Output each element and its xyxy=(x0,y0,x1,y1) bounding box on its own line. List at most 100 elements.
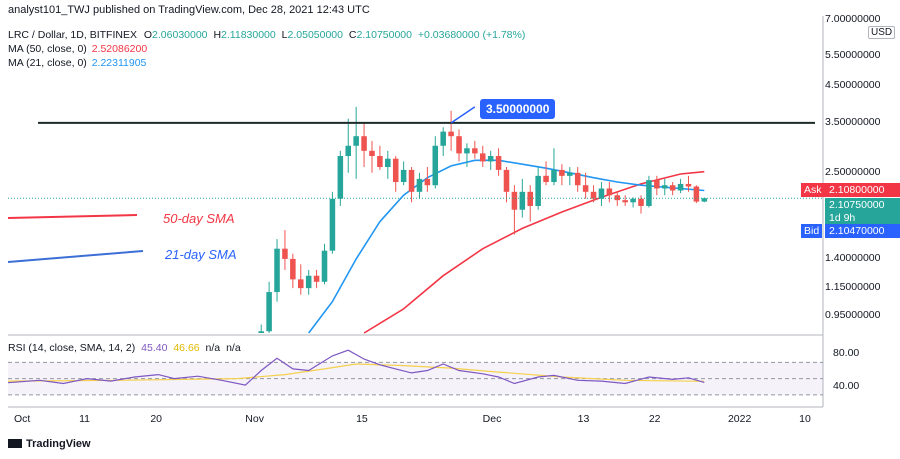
candle xyxy=(313,269,320,289)
candle-body xyxy=(511,191,518,210)
candle xyxy=(677,178,684,194)
close-label: C xyxy=(348,29,357,41)
candle-body xyxy=(535,175,541,206)
time-tick-label: 10 xyxy=(799,413,811,425)
candle xyxy=(432,136,439,189)
candle-body xyxy=(274,248,280,293)
candle xyxy=(337,150,344,206)
candle-body xyxy=(456,136,462,154)
candle-body xyxy=(448,131,454,137)
ma21-legend[interactable]: MA (21, close, 0) 2.22311905 xyxy=(8,57,146,69)
candle xyxy=(487,150,494,170)
tradingview-logo[interactable]: TradingView xyxy=(8,438,91,450)
candle-body xyxy=(598,188,605,199)
candle xyxy=(622,195,628,206)
sma21-annotation: 21-day SMA xyxy=(165,247,237,262)
candle xyxy=(630,197,636,208)
candle xyxy=(527,185,534,222)
candle xyxy=(472,140,478,159)
candle-body xyxy=(416,178,423,192)
candle xyxy=(479,145,486,168)
change-value: +0.03680000 (+1.78%) xyxy=(417,29,526,41)
candle-body xyxy=(337,156,344,199)
bid-value: 2.10470000 xyxy=(829,225,885,237)
candle xyxy=(258,324,264,333)
candle-body xyxy=(440,131,446,146)
candle-body xyxy=(266,292,272,332)
ask-tag: Ask 2.10800000 xyxy=(801,183,900,197)
tradingview-logo-icon xyxy=(8,439,22,448)
candle-body xyxy=(646,180,652,206)
low-value: 2.05050000 xyxy=(287,29,343,41)
time-tick-label: 20 xyxy=(150,413,163,425)
ask-value: 2.10800000 xyxy=(829,184,885,196)
candle-body xyxy=(464,148,470,154)
rsi-legend[interactable]: RSI (14, close, SMA, 14, 2) 45.40 46.66 … xyxy=(8,342,241,354)
candle-body xyxy=(590,191,597,199)
candle xyxy=(456,129,462,162)
price-tick-label: 0.95000000 xyxy=(825,309,881,322)
price-tick-label: 2.50000000 xyxy=(825,165,881,178)
candle xyxy=(400,161,407,186)
callout-pointer xyxy=(450,106,476,124)
candle-body xyxy=(677,183,684,191)
publisher-line: analyst101_TWJ published on TradingView.… xyxy=(8,4,370,16)
ma50-label: MA (50, close, 0) xyxy=(8,43,87,55)
resistance-callout[interactable]: 3.50000000 xyxy=(480,99,556,119)
candle-body xyxy=(313,275,320,282)
candle-body xyxy=(574,172,581,186)
ma21-value: 2.22311905 xyxy=(91,57,147,69)
candle xyxy=(685,175,692,192)
symbol-title: LRC / Dollar, 1D, BITFINEX xyxy=(8,29,137,41)
candle xyxy=(543,161,549,186)
open-value: 2.06030000 xyxy=(152,29,208,41)
time-tick-label: 2022 xyxy=(727,413,752,425)
price-tick-label: 4.50000000 xyxy=(825,78,881,91)
candle-body xyxy=(559,169,565,176)
bid-tag: Bid 2.10470000 xyxy=(801,224,900,238)
candle-body xyxy=(661,185,668,189)
candle xyxy=(440,127,446,157)
candle xyxy=(282,230,288,270)
currency-button[interactable]: USD xyxy=(868,26,896,39)
candle-body xyxy=(527,191,534,206)
candle-body xyxy=(305,275,312,289)
candle xyxy=(519,178,526,218)
candle-body xyxy=(685,183,692,187)
candle-body xyxy=(567,172,573,176)
ma50-legend[interactable]: MA (50, close, 0) 2.52086200 xyxy=(8,43,147,55)
candle xyxy=(424,167,431,192)
candle xyxy=(654,175,660,196)
last-price-tag: 2.10750000 xyxy=(825,198,900,212)
rsi-na-2: n/a xyxy=(226,342,241,354)
rsi-label: RSI (14, close, SMA, 14, 2) xyxy=(8,342,136,354)
price-tick-label: 3.50000000 xyxy=(825,115,881,128)
rsi-value: 45.40 xyxy=(141,342,168,354)
candle-body xyxy=(408,169,415,192)
candle-body xyxy=(693,186,700,202)
candle-body xyxy=(377,156,383,168)
candle xyxy=(408,167,415,203)
time-tick-label: 15 xyxy=(356,413,368,425)
candle xyxy=(503,167,510,203)
rsi-tick-label: 40.00 xyxy=(833,379,860,392)
rsi-sma-value: 46.66 xyxy=(173,342,200,354)
open-label: O xyxy=(143,29,153,41)
candle xyxy=(392,156,399,192)
candle-body xyxy=(282,248,288,259)
candle-body xyxy=(361,136,367,151)
candle xyxy=(551,148,557,186)
candle xyxy=(464,143,470,168)
ma50-line xyxy=(363,170,705,334)
candle-body xyxy=(479,153,486,162)
time-tick-label: 22 xyxy=(648,413,661,425)
candle xyxy=(321,243,328,285)
candle-body xyxy=(424,178,431,186)
candle xyxy=(559,164,565,186)
ask-label: Ask xyxy=(801,183,825,197)
candle xyxy=(361,122,367,168)
rsi-tick-label: 80.00 xyxy=(833,347,860,360)
candle xyxy=(329,191,336,254)
time-tick-label: Nov xyxy=(245,413,264,425)
